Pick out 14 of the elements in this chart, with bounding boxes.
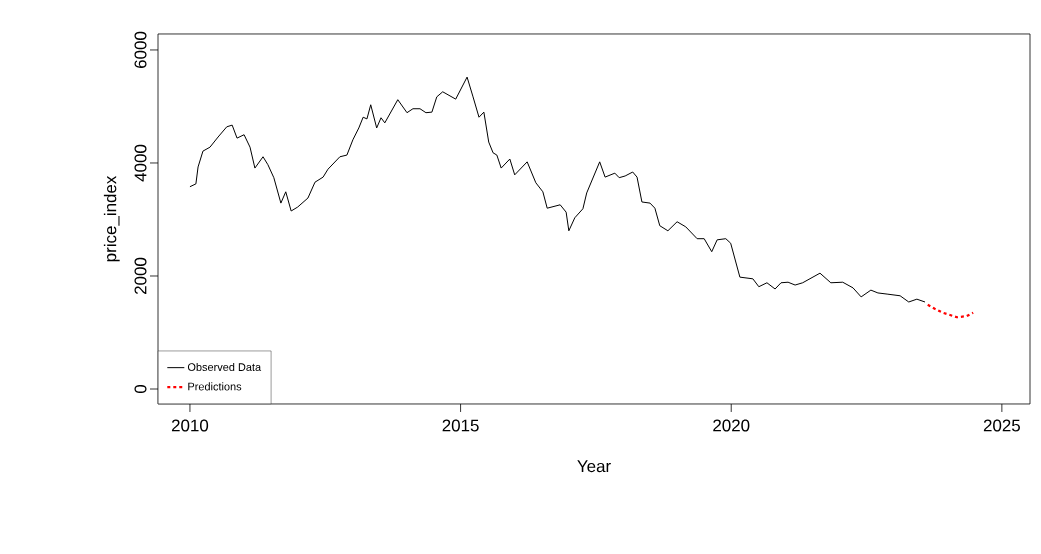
y-tick-label: 4000 [134, 144, 147, 182]
line-series [926, 303, 975, 319]
x-axis-title: Year [577, 460, 611, 473]
y-tick-label: 0 [134, 384, 147, 394]
x-tick-label: 2025 [983, 419, 1020, 432]
legend-label: Predictions [188, 382, 242, 391]
legend-label: Observed Data [187, 362, 262, 371]
y-tick-label: 2000 [134, 257, 147, 294]
x-tick-label: 2010 [171, 419, 209, 432]
y-tick-label: 6000 [134, 31, 147, 68]
x-tick-label: 2015 [442, 419, 479, 432]
y-axis-title: price_index [103, 175, 120, 262]
line-series [189, 76, 926, 303]
x-tick-label: 2020 [713, 419, 750, 432]
